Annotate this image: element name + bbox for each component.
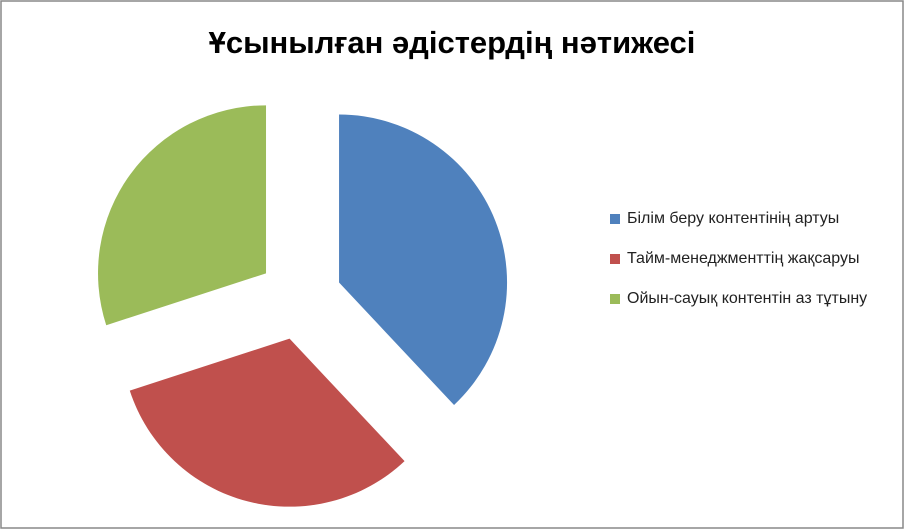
legend-swatch [610,254,620,264]
pie-slice [129,338,405,507]
legend: Білім беру контентінің артуы Тайм-менеджм… [610,208,895,328]
chart-title: Ұсынылған әдістердің нәтижесі [209,25,696,60]
legend-swatch [610,214,620,224]
legend-item: Тайм-менеджменттің жақсаруы [610,248,895,270]
legend-item: Ойын-сауық контентін аз тұтыну [610,288,895,310]
legend-label: Білім беру контентінің артуы [627,210,840,227]
pie-slice [339,114,508,406]
legend-label: Тайм-менеджменттің жақсаруы [627,250,860,267]
legend-item: Білім беру контентінің артуы [610,208,895,230]
legend-label: Ойын-сауық контентін аз тұтыну [627,290,868,307]
legend-swatch [610,294,620,304]
pie-slice [98,105,267,326]
